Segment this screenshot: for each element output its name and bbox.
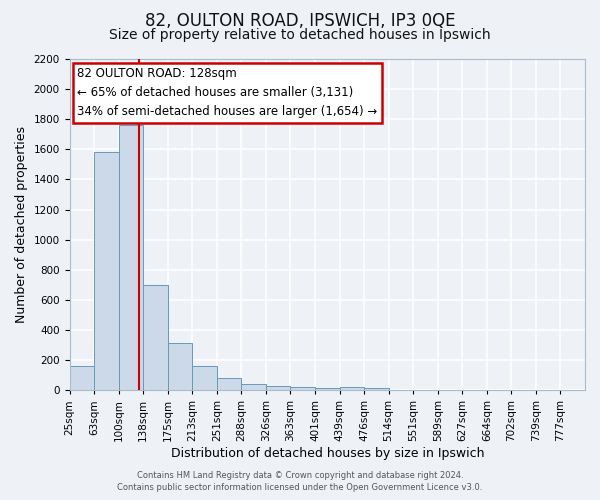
Text: Contains HM Land Registry data © Crown copyright and database right 2024.
Contai: Contains HM Land Registry data © Crown c… (118, 471, 482, 492)
Text: 82, OULTON ROAD, IPSWICH, IP3 0QE: 82, OULTON ROAD, IPSWICH, IP3 0QE (145, 12, 455, 30)
X-axis label: Distribution of detached houses by size in Ipswich: Distribution of detached houses by size … (170, 447, 484, 460)
Text: Size of property relative to detached houses in Ipswich: Size of property relative to detached ho… (109, 28, 491, 42)
Bar (168, 343, 192, 390)
Bar (192, 366, 217, 390)
Bar (143, 285, 168, 391)
Bar (70, 366, 94, 390)
Bar (340, 388, 364, 390)
Bar (241, 384, 266, 390)
Y-axis label: Number of detached properties: Number of detached properties (15, 126, 28, 323)
Bar (94, 152, 119, 390)
Bar (315, 388, 340, 390)
Bar (364, 388, 389, 390)
Bar (266, 386, 290, 390)
Text: 82 OULTON ROAD: 128sqm
← 65% of detached houses are smaller (3,131)
34% of semi-: 82 OULTON ROAD: 128sqm ← 65% of detached… (77, 68, 377, 118)
Bar (290, 388, 315, 390)
Bar (217, 378, 241, 390)
Bar (119, 126, 143, 390)
